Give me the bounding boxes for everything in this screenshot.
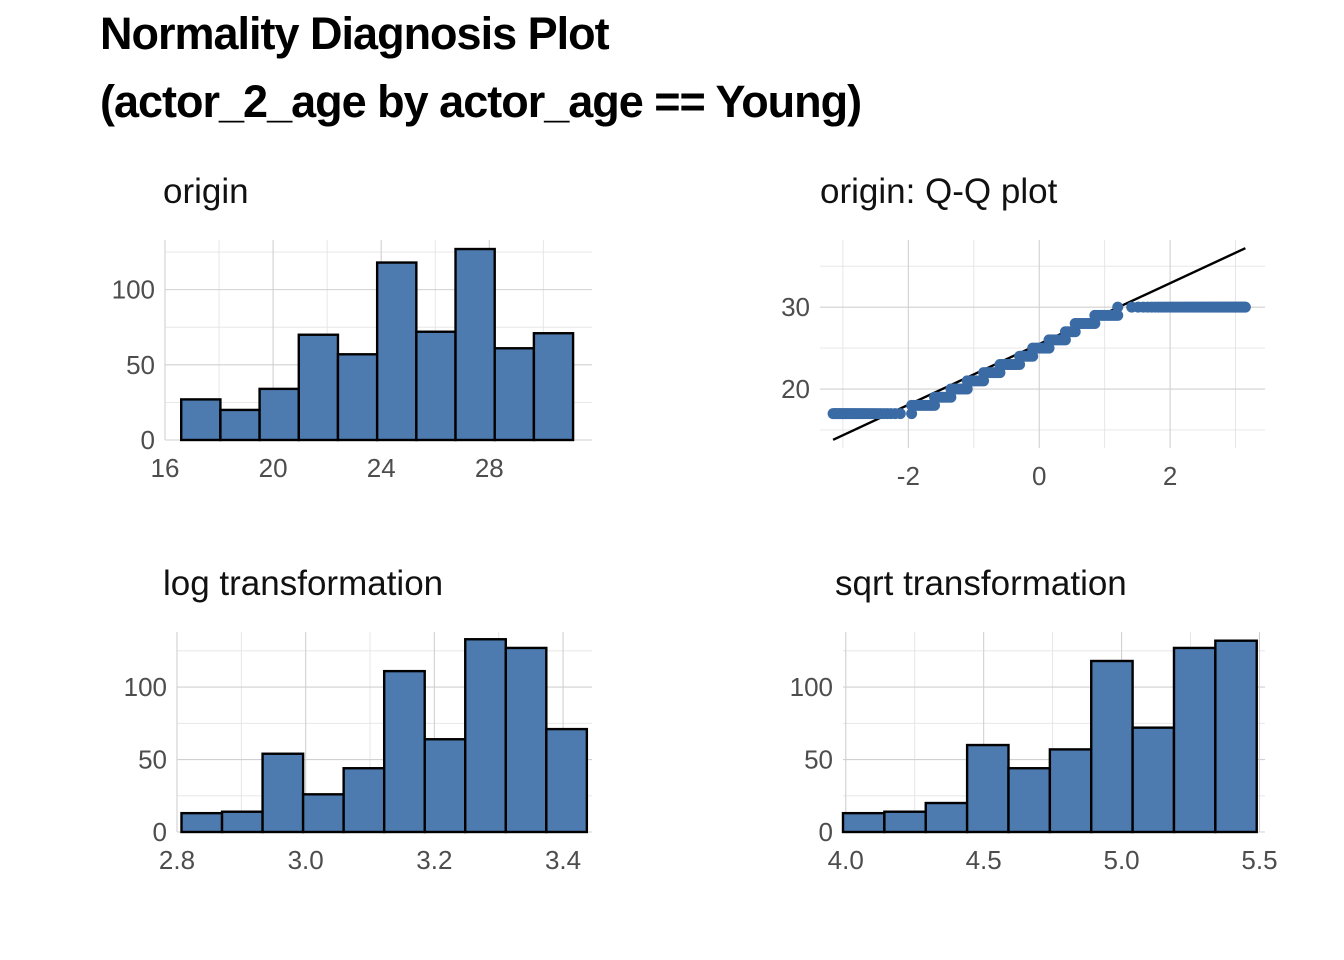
histogram-bar [261, 752, 305, 834]
histogram-bar [1090, 659, 1134, 834]
figure-title-line-1: Normality Diagnosis Plot [100, 8, 610, 59]
chart-panel-3: log transformation 2.8 3.0 3.2 3.4 0 50 100 [124, 564, 592, 875]
qq-point [1239, 301, 1251, 313]
qq-point [1112, 301, 1124, 313]
histogram-bar [180, 398, 222, 442]
histogram-bar [342, 767, 386, 834]
histogram-bar [841, 811, 886, 834]
x-tick-label: 3.4 [545, 845, 581, 875]
histogram-bar [423, 738, 467, 834]
histogram-bar [493, 347, 536, 442]
histogram-bar [1048, 748, 1093, 834]
panel-title: origin: Q-Q plot [820, 172, 1058, 211]
chart-panel-2: origin: Q-Q plot -2 0 2 20 30 [781, 172, 1265, 491]
histogram-bar [301, 793, 345, 834]
x-tick-label: -2 [897, 461, 920, 491]
x-tick-label: 4.5 [966, 845, 1002, 875]
x-tick-label: 20 [259, 453, 288, 483]
panel-title: log transformation [163, 564, 443, 603]
histogram-bar [336, 353, 379, 442]
histogram-bar [545, 727, 589, 834]
y-tick-label: 20 [781, 374, 810, 404]
histogram-bar [924, 801, 969, 834]
qq-point [894, 408, 906, 420]
y-tick-label: 100 [124, 672, 167, 702]
y-tick-label: 30 [781, 292, 810, 322]
histogram-bar [464, 638, 507, 834]
x-tick-label: 2 [1163, 461, 1177, 491]
chart-panel-4: sqrt transformation 4.0 4.5 5.0 5.5 0 50 100 [790, 564, 1278, 875]
histogram-bar [1131, 726, 1176, 834]
y-tick-label: 0 [153, 817, 167, 847]
y-tick-label: 0 [141, 425, 155, 455]
histogram-bar [532, 332, 575, 442]
histogram-bar [375, 261, 418, 442]
histogram-bar [504, 646, 548, 834]
y-tick-label: 100 [790, 672, 833, 702]
x-tick-label: 0 [1032, 461, 1046, 491]
y-tick-label: 50 [126, 350, 155, 380]
histogram-bar [883, 810, 927, 834]
qq-point [1112, 309, 1124, 321]
histogram-bar [219, 408, 261, 442]
histogram-bar [415, 330, 457, 442]
x-tick-label: 5.0 [1103, 845, 1139, 875]
y-tick-label: 100 [112, 275, 155, 305]
y-tick-label: 50 [138, 745, 167, 775]
panel-title: origin [163, 172, 249, 211]
histogram-bar [1172, 646, 1217, 834]
figure-title-line-2: (actor_2_age by actor_age == Young) [100, 76, 862, 127]
x-tick-label: 16 [151, 453, 180, 483]
x-tick-label: 24 [367, 453, 396, 483]
histogram-bar [180, 811, 224, 834]
histogram-bar [1214, 639, 1258, 834]
chart-panel-1: origin 16 20 24 28 0 50 100 [112, 172, 592, 483]
x-tick-label: 3.0 [288, 845, 324, 875]
histogram-bar [454, 247, 496, 442]
y-tick-label: 0 [819, 817, 833, 847]
x-tick-label: 5.5 [1241, 845, 1277, 875]
panel-title: sqrt transformation [835, 564, 1127, 603]
x-tick-label: 4.0 [828, 845, 864, 875]
histogram-bar [297, 333, 340, 442]
histogram-bar [965, 743, 1010, 834]
x-tick-label: 3.2 [416, 845, 452, 875]
figure-title: Normality Diagnosis Plot (actor_2_age by… [100, 0, 1300, 136]
histogram-bar [220, 810, 264, 834]
histogram-bar [382, 669, 426, 834]
x-tick-label: 2.8 [159, 845, 195, 875]
x-tick-label: 28 [475, 453, 504, 483]
y-tick-label: 50 [804, 745, 833, 775]
histogram-bar [258, 387, 300, 442]
histogram-bar [1007, 767, 1052, 834]
